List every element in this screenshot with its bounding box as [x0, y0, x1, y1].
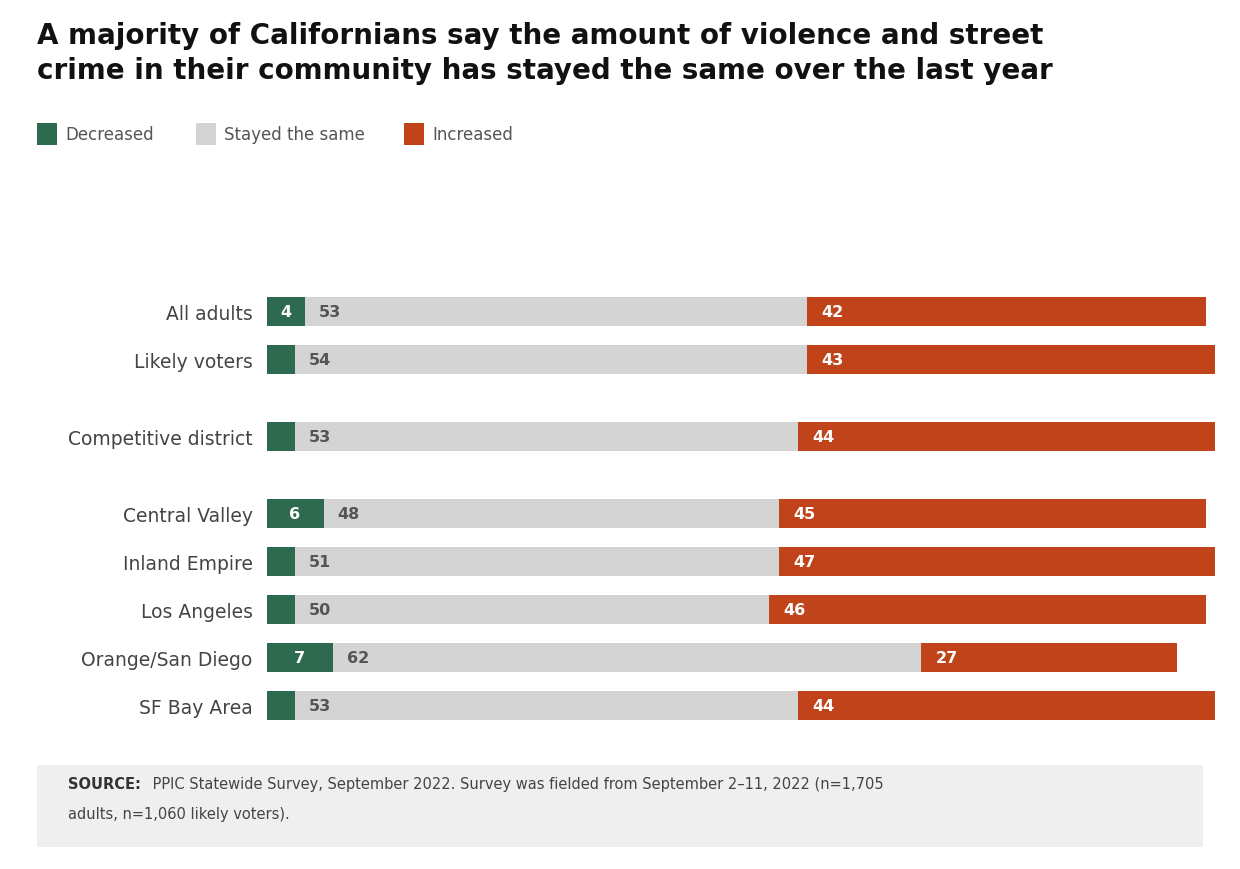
- Bar: [295, 547, 779, 576]
- Text: 44: 44: [812, 429, 835, 444]
- Text: 43: 43: [822, 353, 843, 368]
- Bar: [267, 547, 295, 576]
- Bar: [267, 595, 295, 624]
- Bar: [295, 691, 797, 720]
- Text: A majority of Californians say the amount of violence and street: A majority of Californians say the amoun…: [37, 22, 1044, 50]
- Bar: [324, 499, 779, 528]
- Bar: [267, 691, 295, 720]
- Text: 53: 53: [309, 429, 331, 444]
- Text: SOURCE:: SOURCE:: [68, 776, 141, 791]
- Text: 4: 4: [280, 305, 291, 320]
- Bar: [769, 595, 1205, 624]
- Text: 53: 53: [319, 305, 341, 320]
- Bar: [797, 691, 1215, 720]
- Text: 47: 47: [794, 554, 816, 569]
- Bar: [807, 346, 1215, 375]
- Bar: [779, 499, 1205, 528]
- Text: 27: 27: [935, 650, 957, 665]
- Bar: [921, 643, 1177, 672]
- Text: 54: 54: [309, 353, 331, 368]
- Bar: [267, 346, 295, 375]
- Bar: [267, 643, 334, 672]
- Text: 42: 42: [822, 305, 843, 320]
- Text: 46: 46: [784, 602, 806, 617]
- Text: 62: 62: [347, 650, 370, 665]
- Text: 50: 50: [309, 602, 331, 617]
- Text: crime in their community has stayed the same over the last year: crime in their community has stayed the …: [37, 56, 1053, 84]
- Text: 51: 51: [309, 554, 331, 569]
- Bar: [267, 422, 295, 451]
- Text: 44: 44: [812, 698, 835, 713]
- Text: Increased: Increased: [433, 126, 513, 143]
- Bar: [807, 298, 1205, 327]
- Text: Decreased: Decreased: [66, 126, 154, 143]
- Bar: [295, 595, 769, 624]
- Text: 6: 6: [289, 506, 300, 521]
- Text: Stayed the same: Stayed the same: [224, 126, 366, 143]
- Text: 48: 48: [337, 506, 360, 521]
- Bar: [295, 346, 807, 375]
- Bar: [305, 298, 807, 327]
- Text: adults, n=1,060 likely voters).: adults, n=1,060 likely voters).: [68, 806, 290, 821]
- Text: 7: 7: [294, 650, 305, 665]
- Text: 53: 53: [309, 698, 331, 713]
- Bar: [797, 422, 1215, 451]
- Bar: [334, 643, 921, 672]
- Text: PPIC Statewide Survey, September 2022. Survey was fielded from September 2–11, 2: PPIC Statewide Survey, September 2022. S…: [148, 776, 883, 791]
- Bar: [267, 499, 324, 528]
- Text: 45: 45: [794, 506, 816, 521]
- Bar: [295, 422, 797, 451]
- Bar: [779, 547, 1225, 576]
- Bar: [267, 298, 305, 327]
